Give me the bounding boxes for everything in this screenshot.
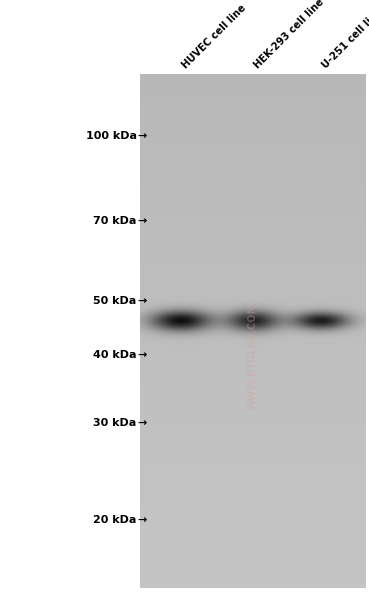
Text: 30 kDa: 30 kDa bbox=[93, 418, 137, 428]
Text: HEK-293 cell line: HEK-293 cell line bbox=[253, 0, 326, 70]
Text: U-251 cell line: U-251 cell line bbox=[320, 6, 369, 70]
Text: →: → bbox=[137, 216, 146, 226]
Text: →: → bbox=[137, 131, 146, 141]
Text: 70 kDa: 70 kDa bbox=[93, 216, 137, 226]
Text: 50 kDa: 50 kDa bbox=[93, 297, 137, 306]
Text: 100 kDa: 100 kDa bbox=[86, 131, 137, 141]
Text: WWW.PTGLAB.COM: WWW.PTGLAB.COM bbox=[248, 303, 258, 410]
Text: →: → bbox=[137, 515, 146, 525]
Text: →: → bbox=[137, 418, 146, 428]
Text: →: → bbox=[137, 349, 146, 360]
Text: 20 kDa: 20 kDa bbox=[93, 515, 137, 525]
Text: 40 kDa: 40 kDa bbox=[93, 349, 137, 360]
Text: →: → bbox=[137, 297, 146, 306]
Text: HUVEC cell line: HUVEC cell line bbox=[181, 3, 248, 70]
